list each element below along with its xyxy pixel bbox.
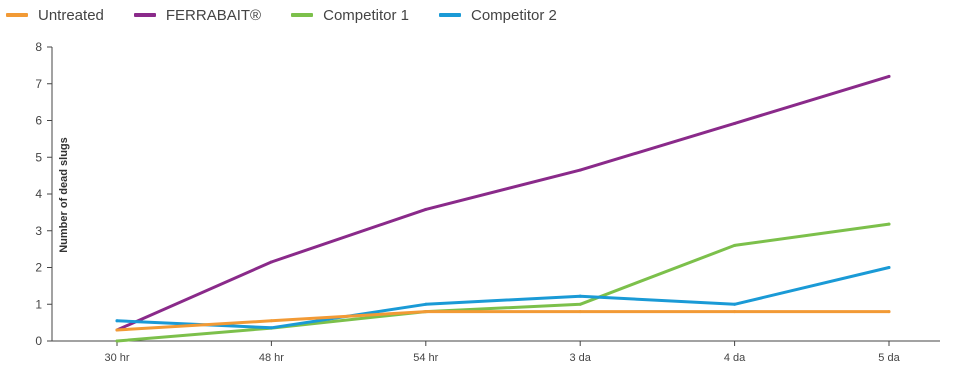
legend-swatch	[438, 13, 461, 17]
x-tick-label: 4 da	[724, 352, 746, 364]
data-point	[887, 222, 891, 226]
x-tick-label: 30 hr	[104, 352, 129, 364]
series-line-ferrabait	[115, 74, 891, 332]
y-tick-label: 0	[35, 334, 42, 348]
x-tick-label: 54 hr	[413, 352, 438, 364]
data-point	[578, 294, 582, 298]
y-tick-label: 4	[35, 187, 42, 201]
data-point	[578, 168, 582, 172]
x-tick-label: 5 da	[878, 352, 900, 364]
data-point	[269, 326, 273, 330]
chart-legend: Untreated FERRABAIT® Competitor 1 Competito…	[6, 4, 557, 26]
data-point	[887, 74, 891, 78]
x-tick-label: 48 hr	[259, 352, 284, 364]
data-point	[733, 310, 737, 314]
series-line-competitor-2	[115, 266, 891, 330]
legend-swatch	[133, 13, 156, 17]
data-point	[887, 266, 891, 269]
legend-label: Untreated	[38, 6, 104, 24]
data-point	[115, 319, 119, 323]
data-point	[733, 302, 737, 306]
legend-swatch	[6, 13, 28, 17]
series-line-competitor-1	[115, 222, 891, 343]
y-tick-label: 2	[35, 261, 42, 275]
data-point	[733, 243, 737, 247]
legend-item: Untreated	[6, 7, 104, 24]
y-tick-label: 7	[35, 77, 42, 91]
legend-label: FERRABAIT®	[165, 6, 262, 24]
y-axis-label: Number of dead slugs	[57, 137, 70, 253]
data-point	[269, 260, 273, 264]
data-point	[115, 328, 119, 332]
data-point	[269, 319, 273, 323]
y-tick-label: 5	[35, 150, 42, 164]
series-line-untreated	[115, 310, 891, 332]
data-point	[578, 302, 582, 306]
y-tick-label: 1	[35, 297, 42, 311]
y-tick-label: 6	[35, 114, 42, 128]
data-point	[578, 310, 582, 314]
y-tick-label: 8	[35, 40, 42, 54]
data-point	[424, 302, 428, 306]
data-point	[424, 207, 428, 211]
data-point	[424, 310, 428, 314]
data-point	[733, 121, 737, 125]
data-point	[887, 310, 891, 314]
legend-item: Competitor 1	[291, 7, 409, 24]
legend-item: FERRABAIT®	[133, 6, 262, 24]
legend-label: Competitor 2	[470, 6, 557, 24]
data-point	[115, 339, 119, 343]
legend-label: Competitor 1	[323, 6, 409, 24]
y-tick-label: 3	[35, 224, 42, 238]
legend-swatch	[291, 13, 314, 17]
legend-item: Competitor 2	[438, 6, 557, 24]
x-tick-label: 3 da	[569, 352, 591, 364]
